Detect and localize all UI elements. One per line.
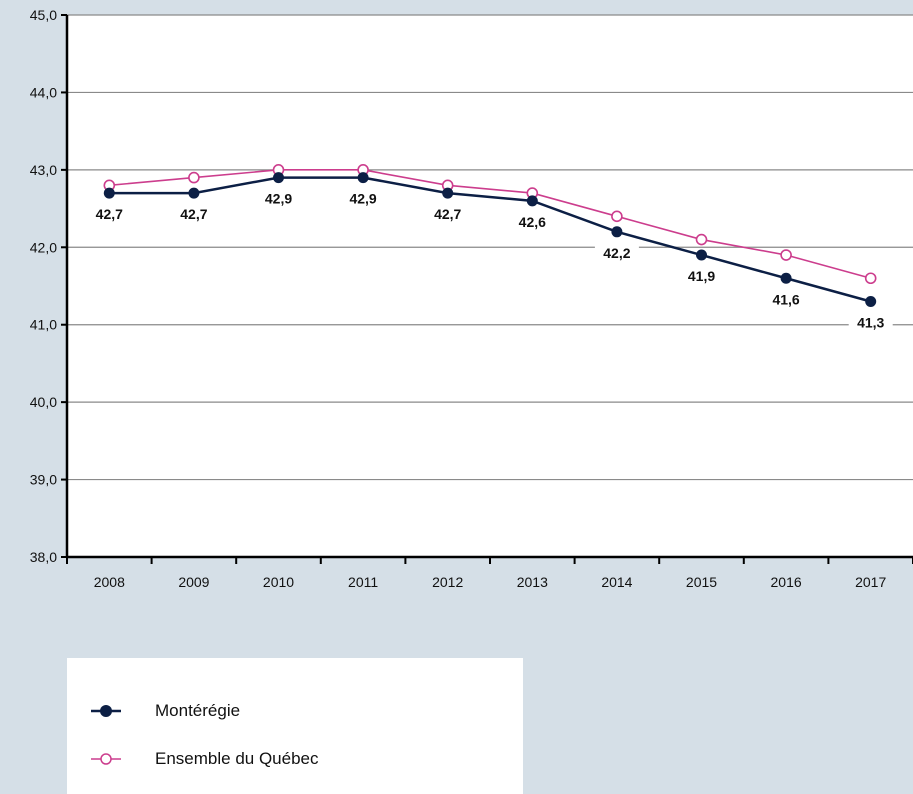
legend-item-quebec [89, 749, 123, 769]
point-monteregie [526, 195, 538, 207]
data-label-bg [171, 204, 216, 225]
point-quebec [864, 272, 877, 285]
x-tick-label: 2015 [686, 574, 717, 590]
data-label: 41,6 [772, 291, 799, 307]
data-label-bg [594, 242, 639, 263]
y-tick-label: 43,0 [30, 162, 57, 178]
point-monteregie [188, 187, 200, 199]
y-tick-label: 42,0 [30, 239, 57, 255]
y-tick-label: 39,0 [30, 472, 57, 488]
point-monteregie [442, 187, 454, 199]
point-monteregie [103, 187, 115, 199]
point-monteregie [611, 226, 623, 238]
x-tick-label: 2017 [855, 574, 886, 590]
point-monteregie [780, 272, 792, 284]
x-tick-label: 2010 [263, 574, 294, 590]
data-label-bg [848, 312, 893, 333]
line-chart: 38,039,040,041,042,043,044,045,0 2008 200… [30, 7, 913, 590]
y-tick-labels: 38,0 39,0 40,0 41,0 42,0 43,0 44,0 45,0 [30, 7, 57, 565]
data-label: 42,9 [265, 191, 292, 207]
point-quebec [611, 210, 623, 223]
y-tick-label: 40,0 [30, 394, 57, 410]
data-label-bg [341, 188, 386, 209]
y-tick-label: 41,0 [30, 317, 57, 333]
data-label: 41,9 [688, 268, 715, 284]
data-labels: 42,7 42,7 42,9 42,9 42,7 42,6 42,2 41,9 41,6 41,3 [87, 188, 893, 333]
grid-lines [67, 14, 913, 557]
legend-item-monteregie [89, 701, 123, 721]
y-tick-label: 45,0 [30, 7, 57, 23]
point-monteregie [273, 172, 284, 184]
x-tick-label: 2009 [178, 574, 209, 590]
y-tick-label: 38,0 [30, 549, 57, 565]
data-label: 42,6 [519, 214, 546, 230]
data-label-bg [425, 204, 470, 225]
legend-label-monteregie: Montérégie [155, 701, 241, 720]
x-tick-labels: 2008 2009 2010 2011 2012 2013 2014 2015 2016 2017 [94, 574, 887, 590]
data-label: 42,7 [434, 206, 461, 222]
series-line-quebec [109, 169, 871, 280]
data-label: 42,7 [180, 206, 207, 222]
data-label-bg [764, 289, 809, 310]
legend: Montérégie Ensemble du Québec [67, 658, 523, 794]
data-label-bg [256, 188, 301, 209]
legend-label-quebec: Ensemble du Québec [155, 749, 319, 768]
point-monteregie [357, 172, 369, 184]
data-label: 42,2 [603, 245, 630, 261]
x-tick-label: 2013 [517, 574, 548, 590]
data-label: 41,3 [857, 314, 884, 330]
axes [61, 14, 913, 564]
x-tick-label: 2011 [348, 574, 378, 590]
point-quebec [188, 171, 200, 184]
x-tick-label: 2016 [771, 574, 802, 590]
series-group [103, 164, 877, 307]
point-monteregie [865, 295, 877, 307]
x-tick-label: 2012 [432, 574, 463, 590]
data-label-bg [510, 211, 555, 232]
x-tick-label: 2014 [601, 574, 632, 590]
plot-area [67, 15, 913, 557]
point-quebec [780, 249, 792, 261]
x-tick-label: 2008 [94, 574, 125, 590]
legend-marker-monteregie [91, 705, 121, 717]
data-label-bg [679, 266, 724, 287]
data-label-bg [87, 204, 132, 225]
point-monteregie [696, 249, 707, 261]
data-label: 42,7 [96, 206, 123, 222]
series-line-monteregie [109, 176, 872, 303]
data-label: 42,9 [349, 191, 376, 207]
legend-marker-quebec [91, 753, 121, 765]
y-tick-label: 44,0 [30, 84, 57, 100]
point-quebec [695, 233, 708, 246]
